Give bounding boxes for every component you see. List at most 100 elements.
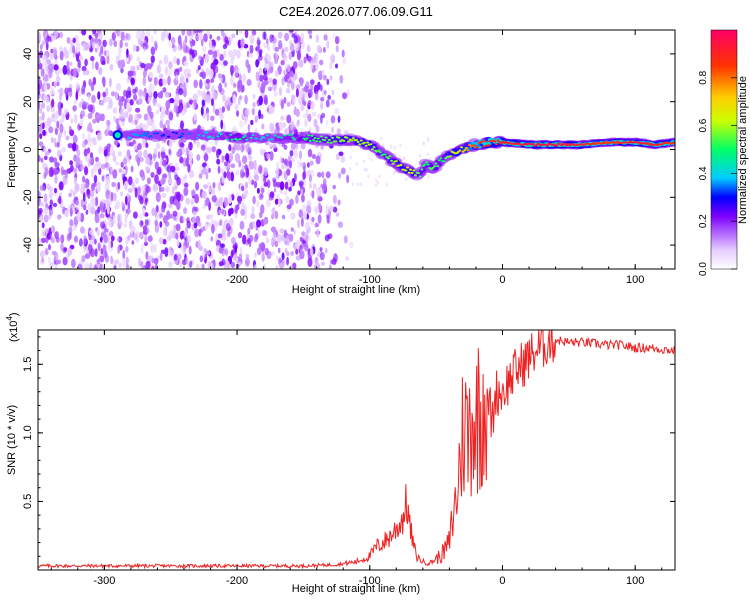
signal-core: [370, 148, 374, 151]
heat-cell: [277, 247, 281, 254]
signal-core: [241, 136, 245, 139]
heat-cell: [286, 127, 290, 135]
heat-cell: [218, 73, 222, 79]
heat-cell: [271, 213, 275, 220]
heat-cell: [320, 145, 324, 150]
signal-blob-core: [114, 132, 121, 139]
heat-cell: [427, 136, 430, 141]
heat-cell: [202, 46, 207, 55]
signal-core: [310, 134, 314, 137]
heat-cell: [243, 43, 249, 49]
heat-cell: [100, 45, 104, 55]
heat-cell: [188, 141, 193, 151]
heat-cell: [341, 49, 345, 58]
heat-cell: [198, 30, 203, 34]
heat-cell: [269, 191, 275, 199]
heat-cell: [426, 152, 429, 156]
heat-cell: [144, 219, 149, 226]
heat-cell: [297, 190, 301, 196]
heat-cell: [289, 43, 295, 52]
heat-cell: [258, 95, 264, 106]
heat-cell: [72, 134, 78, 144]
signal-core: [304, 138, 307, 141]
heat-cell: [153, 257, 159, 265]
heat-cell: [38, 126, 43, 134]
heat-cell: [188, 245, 192, 255]
signal-core: [280, 136, 284, 139]
heat-cell: [285, 73, 290, 80]
heat-cell: [332, 32, 336, 39]
heat-cell: [261, 252, 265, 262]
heat-cell: [398, 155, 402, 159]
heat-cell: [418, 154, 422, 158]
spectrogram-x-axis: -300 -200 -100 0 100: [50, 30, 663, 286]
heat-cell: [136, 238, 139, 243]
signal-core: [372, 146, 376, 149]
signal-core: [498, 141, 502, 144]
heat-cell: [266, 153, 271, 160]
heat-cell: [194, 193, 200, 204]
heat-cell: [130, 165, 134, 173]
heat-cell: [114, 161, 120, 166]
heat-cell: [73, 113, 78, 124]
heat-cell: [284, 46, 289, 52]
heat-cell: [144, 198, 148, 206]
heat-cell: [54, 142, 58, 148]
heat-cell: [38, 117, 41, 124]
signal-core: [484, 140, 487, 143]
heat-cell: [221, 106, 225, 113]
heat-cell: [182, 101, 187, 110]
heat-cell: [80, 226, 85, 234]
heat-cell: [95, 61, 99, 71]
heat-cell: [346, 174, 349, 184]
heat-cell: [263, 73, 268, 81]
heat-cell: [40, 237, 46, 243]
heat-cell: [285, 196, 290, 203]
heat-cell: [244, 108, 248, 116]
heat-cell: [126, 257, 130, 264]
heat-cell: [256, 247, 262, 256]
heat-cell: [238, 232, 243, 239]
heat-cell: [128, 142, 134, 147]
heat-cell: [241, 84, 245, 92]
heat-cell: [253, 159, 257, 170]
heat-cell: [59, 50, 64, 61]
heat-cell: [200, 169, 205, 176]
signal-core: [251, 134, 255, 137]
heat-cell: [93, 38, 98, 43]
colorbar-tick-label: 0.2: [698, 214, 709, 228]
heat-cell: [137, 143, 142, 150]
heat-cell: [38, 31, 41, 41]
heat-cell: [79, 120, 84, 127]
spectrogram-signal-track: [111, 128, 675, 181]
signal-core: [211, 136, 215, 139]
signal-core: [128, 137, 132, 140]
heat-cell: [258, 74, 264, 82]
heat-cell: [320, 96, 325, 102]
heat-cell: [40, 102, 46, 109]
heat-cell: [205, 250, 211, 256]
heat-cell: [101, 175, 105, 182]
heat-cell: [205, 78, 210, 84]
heat-cell: [96, 132, 102, 141]
heat-cell: [202, 251, 206, 260]
heat-cell: [263, 31, 267, 41]
heat-cell: [298, 96, 302, 106]
signal-core: [254, 137, 258, 140]
heat-cell: [324, 234, 330, 242]
heat-cell: [170, 36, 176, 45]
heat-cell: [240, 38, 245, 48]
heat-cell: [235, 144, 241, 151]
heat-cell: [218, 209, 222, 215]
heat-cell: [218, 261, 224, 267]
heat-cell: [298, 209, 304, 219]
x-tick-label: -100: [359, 274, 381, 286]
heat-cell: [109, 38, 113, 47]
heat-cell: [289, 30, 294, 33]
heat-cell: [331, 89, 335, 96]
heat-cell: [271, 37, 277, 44]
heat-cell: [274, 240, 279, 248]
heat-cell: [250, 213, 256, 220]
heat-cell: [293, 149, 298, 159]
signal-core: [418, 175, 422, 178]
